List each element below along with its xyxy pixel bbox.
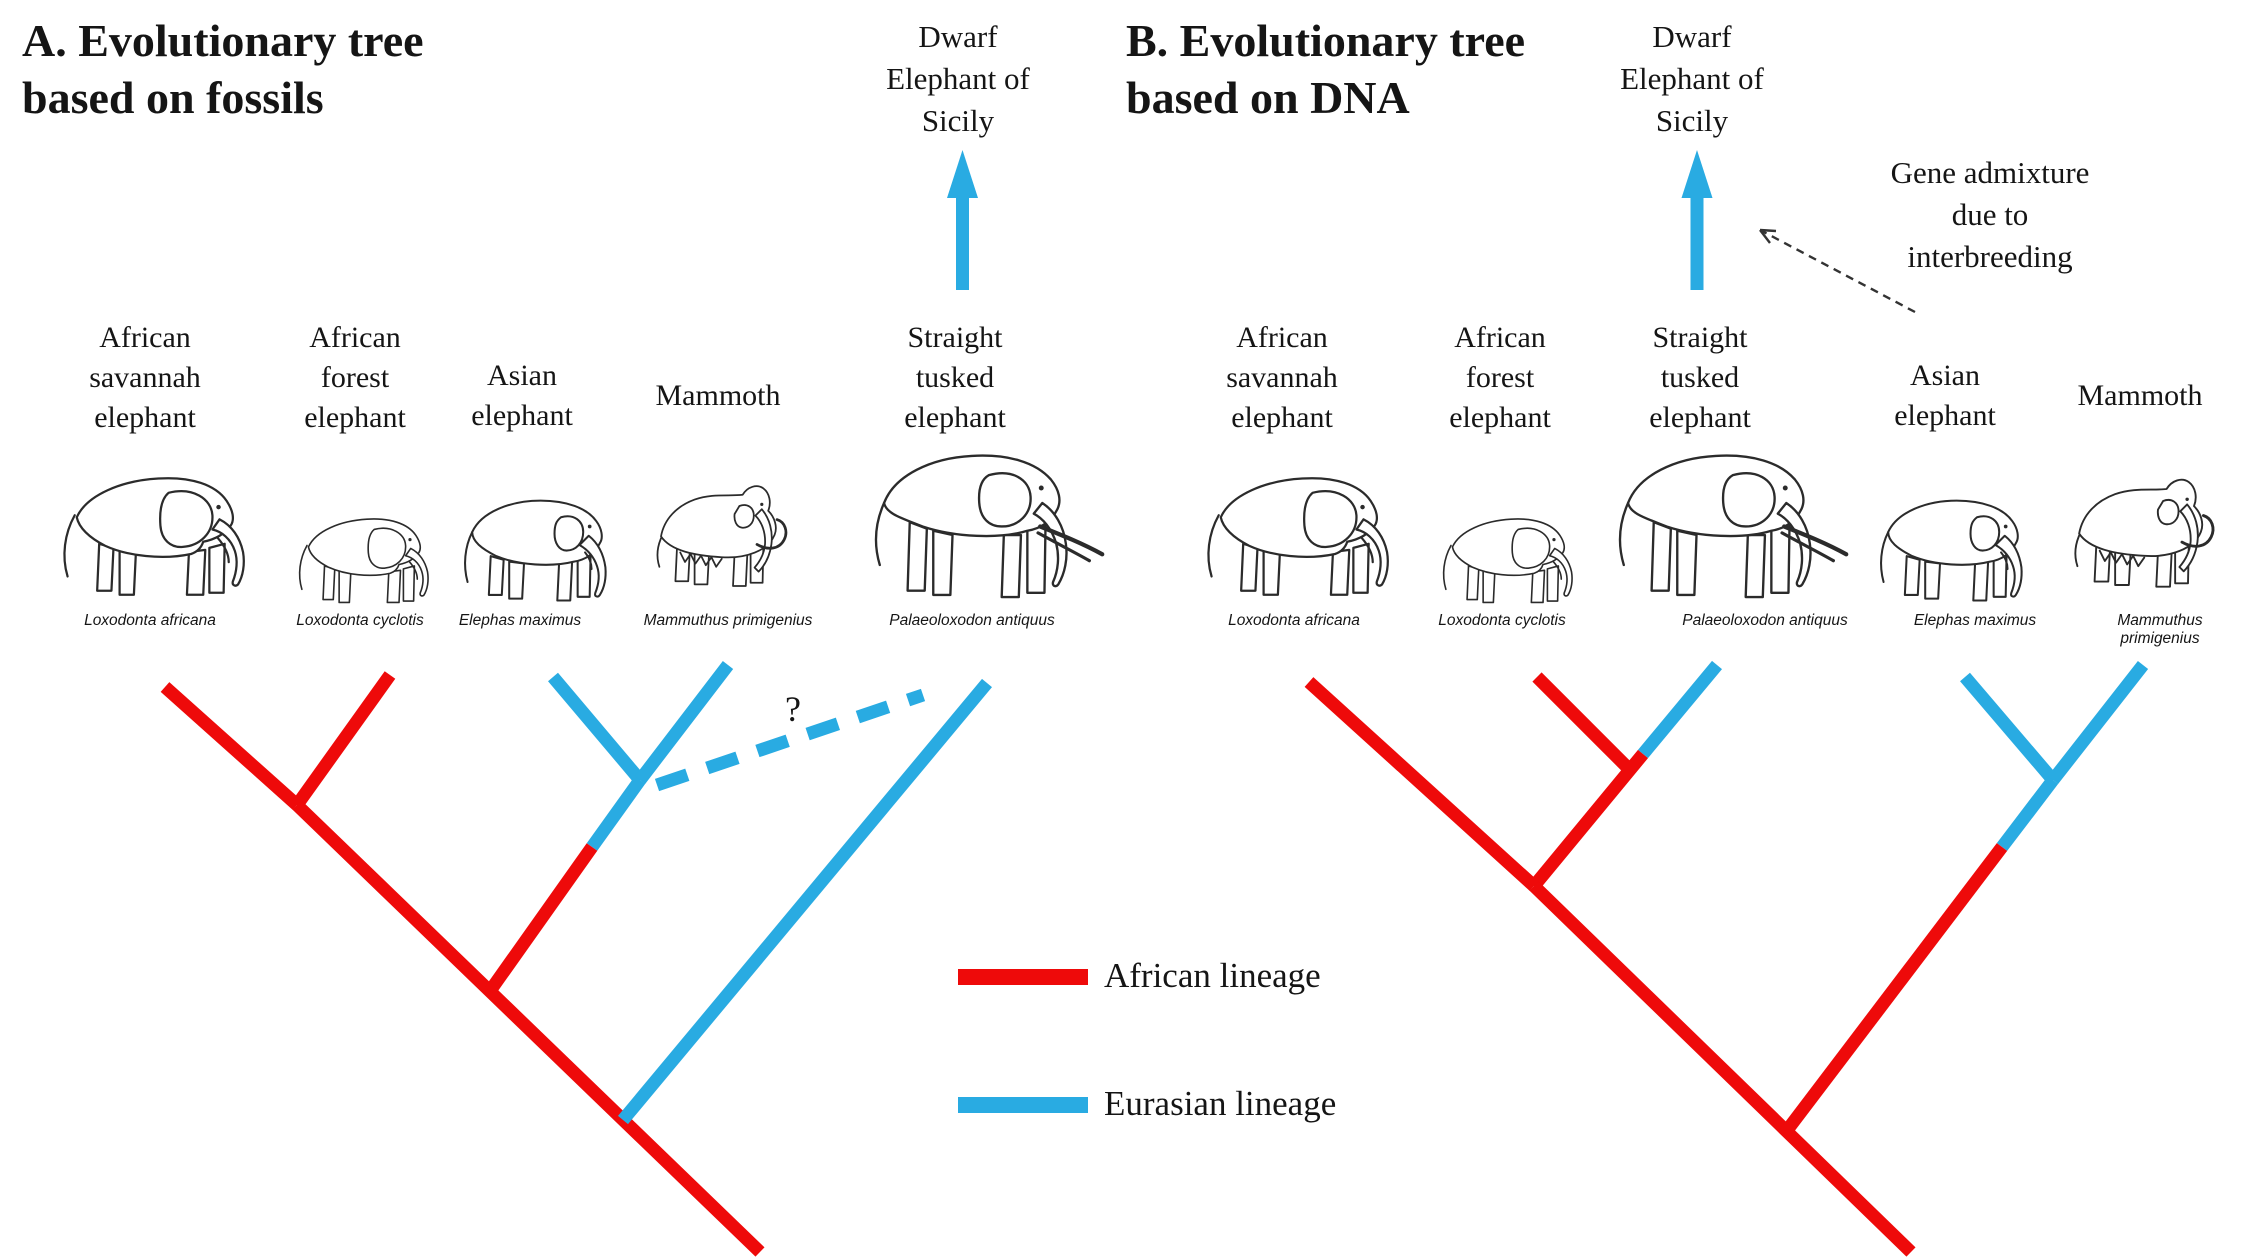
branch-b-mammoth [2047,660,2149,785]
dwarf-elephant-label-a: Dwarf Elephant of Sicily [886,19,1030,138]
asian-elephant-illustration-a [464,499,607,602]
dwarf-arrow-b-shaft [1690,196,1704,290]
gene-admixture-annotation: Gene admixture due to interbreeding [1890,155,2090,274]
elephants-a [63,456,1102,604]
sci-b-loxodonta-cyclotis: Loxodonta cyclotis [1438,612,1566,629]
sci-a-loxodonta-africana: Loxodonta africana [84,612,216,629]
sci-b-loxodonta-africana: Loxodonta africana [1228,612,1360,629]
stem-a-asian-mammoth-eurasian-part [586,776,646,851]
sci-b-elephas-maximus: Elephas maximus [1913,612,2037,629]
elephants-b [1207,456,2215,604]
stem-b-asian-mammoth-african-part [1779,843,2008,1137]
stem-a-main-african [292,800,765,1257]
label-a-african-savannah: African savannah elephant [89,321,201,434]
label-a-asian: Asian elephant [471,359,573,432]
branch-b-straight-tusked-eurasian-part [1638,660,1722,759]
mammoth-illustration-b [2073,477,2215,589]
branch-a-asian [548,672,645,785]
label-a-african-forest: African forest elephant [304,321,406,434]
branch-a-mammoth [634,661,734,784]
branch-a-african-forest [291,671,396,809]
tree-b [1304,150,2149,1257]
sci-a-elephas-maximus: Elephas maximus [458,612,582,629]
branch-b-asian [1960,672,2058,785]
panel-b-title: B. Evolutionary tree based on DNA [1126,15,1526,123]
mammoth-illustration-a [655,484,788,588]
label-a-straight-tusked: Straight tusked elephant [904,321,1006,434]
stem-b-forest-straight-african-part [1528,749,1649,891]
branch-b-african-forest [1532,672,1635,775]
branch-a-straight-tusked [618,678,992,1125]
uncertain-link-dashed [654,688,926,792]
stem-b-asian-mammoth-eurasian-part [1996,776,2059,851]
legend-swatch-eurasian [958,1097,1088,1113]
label-b-asian: Asian elephant [1894,359,1996,432]
legend-label-eurasian: Eurasian lineage [1104,1084,1337,1123]
straight-tusked-elephant-illustration-b [1620,456,1846,597]
gene-admixture-arrow-head [1759,228,1777,244]
dwarf-elephant-label-b: Dwarf Elephant of Sicily [1620,19,1764,138]
dwarf-arrow-a-head [947,150,978,198]
label-b-mammoth: Mammoth [2077,379,2203,412]
label-b-straight-tusked: Straight tusked elephant [1649,321,1751,434]
gene-admixture-arrow [1759,228,1916,314]
stem-b-main-african [1529,881,1916,1257]
tree-a [160,150,992,1257]
label-b-african-forest: African forest elephant [1449,321,1551,434]
legend-label-african: African lineage [1104,956,1321,995]
label-a-mammoth: Mammoth [655,379,781,412]
legend-swatch-african [958,969,1088,985]
african-savannah-elephant-illustration-a [63,477,245,596]
sci-a-loxodonta-cyclotis: Loxodonta cyclotis [296,612,424,629]
sci-b-mammuthus-primigenius: Mammuthus primigenius [2117,612,2203,647]
stem-a-asian-mammoth-african-part [484,843,598,995]
uncertainty-question-mark: ? [785,689,801,729]
african-forest-elephant-illustration-a [298,518,429,604]
label-b-african-savannah: African savannah elephant [1226,321,1338,434]
sci-a-palaeoloxodon-antiquus: Palaeoloxodon antiquus [889,612,1055,629]
african-forest-elephant-illustration-b [1442,518,1573,604]
dwarf-arrow-b-head [1681,150,1713,198]
asian-elephant-illustration-b [1880,499,2023,602]
sci-b-palaeoloxodon-antiquus: Palaeoloxodon antiquus [1682,612,1848,629]
african-savannah-elephant-illustration-b [1207,477,1389,596]
branch-a-african-savannah [160,682,302,810]
sci-a-mammuthus-primigenius: Mammuthus primigenius [643,612,813,629]
branch-b-african-savannah [1304,677,1539,891]
panel-a-title: A. Evolutionary tree based on fossils [22,15,424,123]
straight-tusked-elephant-illustration-a [876,456,1102,597]
dwarf-arrow-a-shaft [956,196,969,290]
